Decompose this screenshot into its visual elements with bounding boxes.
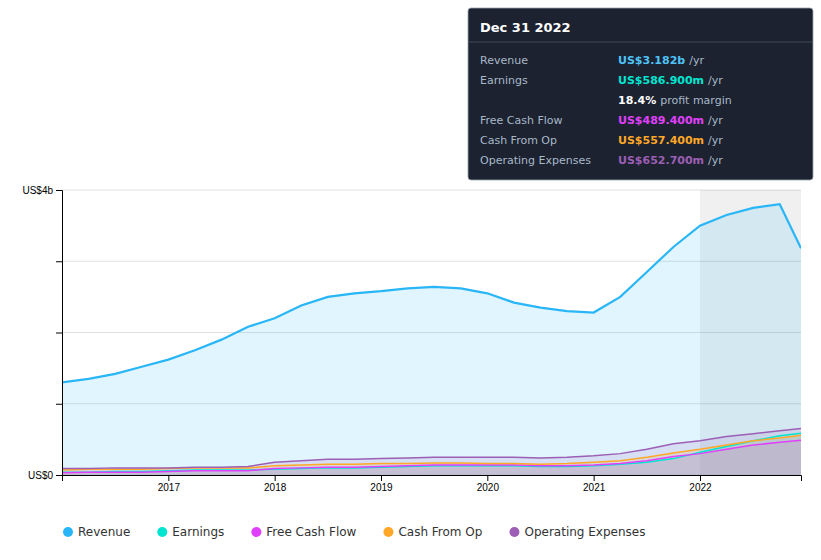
y-tick: US$0 [28,470,62,481]
info-box-suffix: /yr [708,74,723,87]
info-box-value: US$652.700m [618,154,704,167]
legend: Revenue Earnings Free Cash Flow Cash From O… [63,525,645,539]
x-tick-label: 2019 [370,482,393,493]
info-box-value: US$557.400m [618,134,704,147]
legend-item: Operating Expenses [509,525,645,539]
info-box-value: US$586.900m [618,74,704,87]
legend-item: Cash From Op [383,525,482,539]
legend-swatch [251,527,261,537]
x-tick: 2020 [477,475,500,493]
legend-label: Earnings [172,525,224,539]
x-tick: 2021 [583,475,606,493]
y-tick-mark [56,475,62,476]
info-box-suffix: /yr [708,154,723,167]
legend-swatch [509,527,519,537]
legend-swatch [157,527,167,537]
legend-item: Free Cash Flow [251,525,356,539]
x-tick-label: 2017 [158,482,181,493]
chart: 2017 2018 2019 2020 2021 2022 US$0 US$4b Dec 31 … [0,0,821,560]
legend-label: Cash From Op [398,525,482,539]
x-tick-label: 2022 [689,482,712,493]
x-tick-label: 2018 [264,482,287,493]
area [62,204,801,475]
legend-item: Earnings [157,525,224,539]
area [62,428,801,475]
info-box-background [468,8,813,180]
legend-label: Operating Expenses [524,525,645,539]
x-tick: 2017 [158,475,181,493]
x-tick: 2022 [689,475,712,493]
info-box-suffix: profit margin [660,94,732,107]
legend-swatch [383,527,393,537]
info-box-separator [468,42,813,43]
y-tick-mark [56,404,62,405]
x-tick-label: 2020 [477,482,500,493]
y-axis: US$0 US$4b [22,185,62,481]
y-tick-label: US$0 [28,470,53,481]
y-axis-line [56,191,63,476]
y-tick [56,261,62,262]
legend-label: Revenue [78,525,130,539]
grid-line [62,190,801,191]
x-tick-mark [594,475,595,481]
y-tick-mark [56,190,62,191]
info-box-suffix: /yr [689,54,704,67]
x-tick: 2019 [370,475,393,493]
x-axis: 2017 2018 2019 2020 2021 2022 [63,475,802,493]
legend-swatch [63,527,73,537]
info-box-label: Operating Expenses [480,154,591,167]
plot-area [62,190,801,475]
grid [62,190,801,475]
info-box-label: Earnings [480,74,528,87]
y-tick-mark [56,261,62,262]
info-box-value: US$3.182b [618,54,685,67]
y-tick-mark [56,333,62,334]
y-tick [56,404,62,405]
line [62,433,801,472]
info-box-label: Cash From Op [480,134,557,147]
info-box-suffix: /yr [708,134,723,147]
info-box-value: 18.4% [618,94,656,107]
info-box-label: Free Cash Flow [480,114,563,127]
info-box-suffix: /yr [708,114,723,127]
x-tick-mark [168,475,169,481]
y-tick [56,333,62,334]
legend-item: Revenue [63,525,130,539]
line [62,435,801,470]
x-axis-line [63,476,802,482]
x-tick-mark [700,475,701,481]
info-box-value: US$489.400m [618,114,704,127]
legend-label: Free Cash Flow [266,525,356,539]
info-box-title: Dec 31 2022 [480,20,571,35]
y-tick-label: US$4b [22,185,53,196]
x-tick-mark [275,475,276,481]
line [62,428,801,468]
x-tick: 2018 [264,475,287,493]
y-tick: US$4b [22,185,62,196]
info-box: Dec 31 2022 Revenue US$3.182b/yr Earnings US… [468,8,813,180]
info-box-label: Revenue [480,54,528,67]
line [62,204,801,382]
x-tick-mark [381,475,382,481]
x-tick-label: 2021 [583,482,606,493]
x-tick-mark [487,475,488,481]
